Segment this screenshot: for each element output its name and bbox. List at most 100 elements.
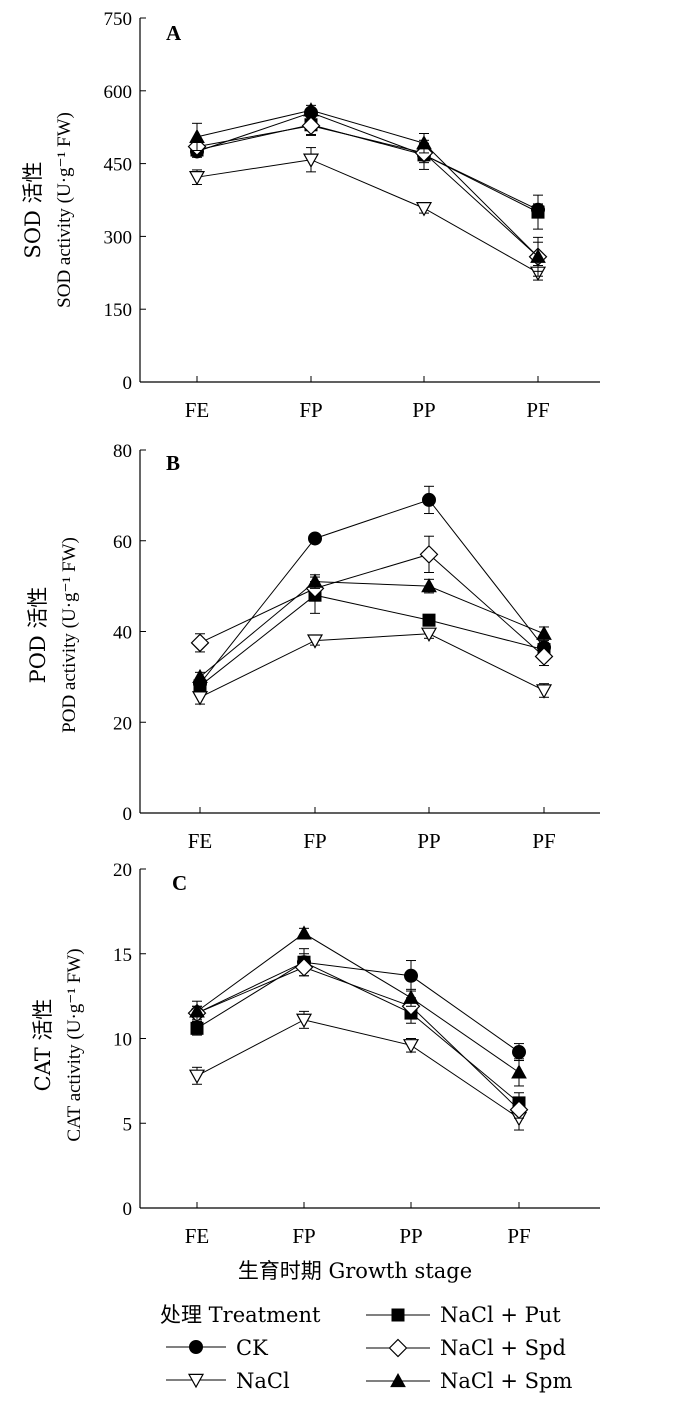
panel-b-point-nacl-spm: [192, 668, 208, 683]
panel-b-point-nacl: [420, 627, 438, 643]
panel-b-y-tick-label: 20: [113, 713, 132, 734]
legend-marker-nacl-spm: [390, 1372, 406, 1388]
panel-a-y-tick-label: 600: [104, 82, 133, 103]
legend: 处理 Treatment CK NaCl NaCl + Put NaCl + S…: [160, 1303, 572, 1393]
panel-b-line-nacl-spm: [199, 581, 545, 678]
panel-a-series-nacl: [188, 147, 547, 282]
panel-a-y-tick-label: 750: [104, 9, 133, 30]
panel-b-y-tick-label: 40: [113, 623, 132, 644]
panel-b-point-nacl-spm: [421, 578, 437, 593]
panel-a-point-nacl-spm: [530, 248, 546, 263]
panel-b-series-nacl: [191, 627, 553, 706]
legend-label-nacl-spd: NaCl + Spd: [440, 1336, 566, 1360]
panel-c-y-tick-label: 20: [113, 860, 132, 881]
panel-c-line-ck: [196, 961, 520, 1053]
panel-a-ylabel-en: SOD activity (U·g⁻¹ FW): [54, 112, 75, 308]
panel-b-x-tick-label: FE: [188, 829, 213, 853]
panel-b-series-nacl-spm: [192, 573, 552, 683]
panel-a-point-nacl-spm: [189, 128, 205, 144]
panel-c-ylabel-cn: CAT 活性: [31, 999, 55, 1092]
panel-c-y-tick-label: 5: [123, 1114, 133, 1135]
panel-c-line-nacl: [196, 1019, 520, 1119]
panel-a-point-nacl: [302, 153, 320, 168]
legend-marker-nacl-put: [391, 1308, 405, 1322]
panel-b-series-ck: [193, 485, 551, 691]
panel-b-series-nacl-spd: [190, 535, 554, 667]
panel-a-x-tick-label: PF: [526, 398, 549, 422]
panel-a-x-tick-label: FE: [185, 398, 210, 422]
panel-b-x-tick-label: PF: [532, 829, 555, 853]
panel-b-y-tick-label: 60: [113, 532, 132, 553]
panel-b-point-nacl-spd: [190, 633, 210, 653]
panel-c-label: C: [172, 871, 187, 895]
panel-c-point-nacl-put: [190, 1021, 204, 1035]
panel-b-point-nacl-spd: [534, 647, 554, 666]
panel-b-point-nacl: [535, 684, 553, 699]
panel-c-series-nacl-spm: [189, 925, 527, 1087]
x-axis-label: 生育时期 Growth stage: [238, 1259, 472, 1283]
panel-c-point-ck: [512, 1045, 526, 1060]
panel-b-line-nacl-spd: [199, 553, 545, 657]
panel-a-y-tick-label: 300: [104, 227, 133, 248]
panel-c-point-nacl: [295, 1013, 313, 1029]
panel-c-ylabel-en: CAT activity (U·g⁻¹ FW): [64, 948, 85, 1141]
panel-a-point-nacl: [415, 202, 433, 217]
panel-c-point-nacl: [402, 1039, 420, 1054]
panel-b-y-tick-label: 80: [113, 441, 132, 462]
panel-c-series-nacl-put: [190, 953, 526, 1114]
legend-label-nacl-spm: NaCl + Spm: [440, 1369, 572, 1393]
panel-c-y-tick-label: 10: [113, 1030, 132, 1051]
panel-a-ylabel-cn: SOD 活性: [21, 161, 45, 258]
panel-a-line-nacl-spd: [196, 125, 539, 258]
panel-c-series-nacl-spd: [187, 957, 529, 1120]
panel-c-y-tick-label: 15: [113, 945, 132, 966]
panel-b-x-tick-label: PP: [417, 829, 440, 853]
panel-a-point-nacl: [188, 170, 206, 186]
panel-a-point-nacl-put: [531, 205, 545, 219]
panel-a-line-nacl: [196, 159, 539, 274]
panel-a-point-nacl-spm: [416, 135, 432, 150]
panel-a-line-ck: [196, 112, 539, 211]
panel-c-point-nacl-spd: [294, 957, 314, 977]
panel-b-label: B: [166, 451, 180, 475]
panel-c-x-tick-label: FE: [185, 1224, 210, 1248]
panel-c-point-ck: [404, 968, 418, 983]
panel-a-x-tick-label: PP: [412, 398, 435, 422]
panel-a-series-nacl-put: [190, 114, 545, 230]
legend-marker-ck: [189, 1340, 203, 1354]
panel-b-plot: 0 20 40 60 80 FE FP PP PF: [113, 441, 600, 853]
legend-marker-nacl: [187, 1373, 205, 1389]
panel-b-point-ck: [422, 492, 436, 507]
panel-b-series-nacl-put: [193, 576, 551, 693]
panel-b-line-nacl: [199, 633, 545, 698]
panel-c: C CAT 活性 CAT activity (U·g⁻¹ FW): [31, 871, 187, 1142]
panel-c-x-tick-label: FP: [292, 1224, 315, 1248]
panel-c-point-nacl-spd: [509, 1100, 529, 1120]
panel-a-y-tick-label: 150: [104, 300, 133, 321]
panel-a-label: A: [166, 21, 182, 45]
panel-c-line-nacl-spd: [196, 966, 520, 1111]
legend-label-ck: CK: [236, 1336, 268, 1360]
panel-c-y-tick-label: 0: [123, 1199, 133, 1220]
legend-marker-nacl-spd: [388, 1338, 408, 1358]
panel-c-point-nacl-spm: [296, 925, 312, 940]
panel-b: B POD 活性 POD activity (U·g⁻¹ FW): [26, 451, 180, 733]
panel-a: A SOD 活性 SOD activity (U·g⁻¹ FW): [21, 21, 182, 308]
panel-a-line-nacl-put: [196, 124, 539, 213]
panel-c-series-nacl: [188, 1010, 528, 1131]
panel-b-point-nacl-spm: [307, 573, 323, 588]
panel-b-point-nacl-spd: [419, 545, 439, 564]
panel-b-point-nacl: [306, 634, 324, 649]
panel-c-point-nacl-spm: [403, 989, 419, 1004]
panel-b-line-ck: [199, 499, 545, 684]
panel-c-line-nacl-spm: [196, 932, 520, 1073]
panel-c-x-tick-label: PP: [399, 1224, 422, 1248]
panel-a-series-ck: [190, 105, 545, 217]
panel-c-point-nacl-spm: [511, 1064, 527, 1079]
panel-a-plot: 0 150 300 450 600 750 FE FP PP PF: [104, 9, 600, 422]
panel-c-point-nacl-spm: [189, 1003, 205, 1018]
panel-c-x-tick-label: PF: [507, 1224, 530, 1248]
panel-b-point-nacl-put: [422, 613, 436, 627]
panel-b-ylabel-en: POD activity (U·g⁻¹ FW): [59, 537, 80, 733]
